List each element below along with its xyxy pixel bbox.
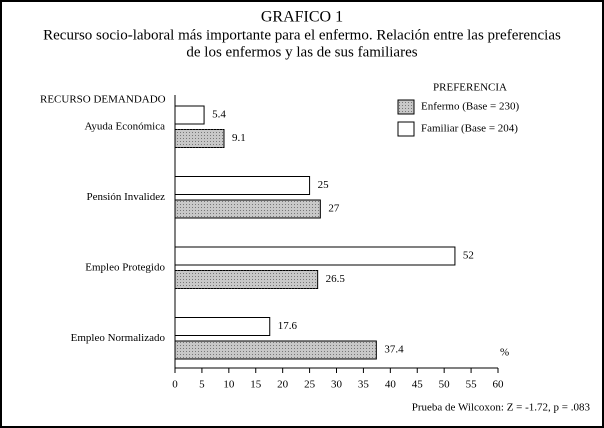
y-tick-label: Empleo Normalizado [71,332,166,344]
x-tick-label: 50 [439,379,451,391]
y-tick-label: Empleo Protegido [85,262,165,274]
bar [174,176,311,195]
bar [174,129,225,148]
value-label: 9.1 [232,132,246,144]
value-label: 27 [328,203,340,215]
x-axis-label: % [500,347,509,359]
bar [174,246,456,266]
x-tick-label: 55 [466,379,478,391]
x-tick-label: 20 [277,379,289,391]
legend-texture [398,100,414,114]
legend-label: Enfermo (Base = 230) [421,101,519,113]
value-label: 26.5 [326,273,346,285]
legend-swatch [397,121,415,137]
bar [174,317,271,336]
bar [174,105,205,125]
chart-subtitle: de los enfermos y las de sus familiares [186,44,417,60]
x-tick-label: 25 [304,379,316,391]
value-label: 52 [463,250,474,262]
y-axis-label: RECURSO DEMANDADO [40,94,166,106]
x-tick-label: 45 [412,379,424,391]
x-tick-label: 15 [250,379,262,391]
x-tick-label: 35 [358,379,370,391]
legend-label: Familiar (Base = 204) [421,123,518,135]
note: Prueba de Wilcoxon: Z = -1.72, p = .083 [412,402,591,414]
chart-subtitle: Recurso socio-laboral más importante par… [43,27,561,43]
value-label: 5.4 [212,109,226,121]
value-label: 37.4 [384,344,404,356]
bar [174,199,321,219]
x-tick-label: 30 [331,379,343,391]
value-label: 17.6 [278,320,298,332]
x-tick-label: 10 [223,379,235,391]
y-tick-label: Ayuda Económica [84,121,165,133]
x-tick-label: 40 [385,379,397,391]
legend-title: PREFERENCIA [433,82,507,94]
value-label: 25 [318,179,330,191]
x-tick-label: 5 [199,379,205,391]
x-tick-label: 60 [493,379,505,391]
bar [174,270,319,289]
bar [174,340,377,360]
x-tick-label: 0 [172,379,178,391]
chart-title: GRAFICO 1 [261,9,343,26]
y-tick-label: Pensión Invalidez [86,191,165,203]
